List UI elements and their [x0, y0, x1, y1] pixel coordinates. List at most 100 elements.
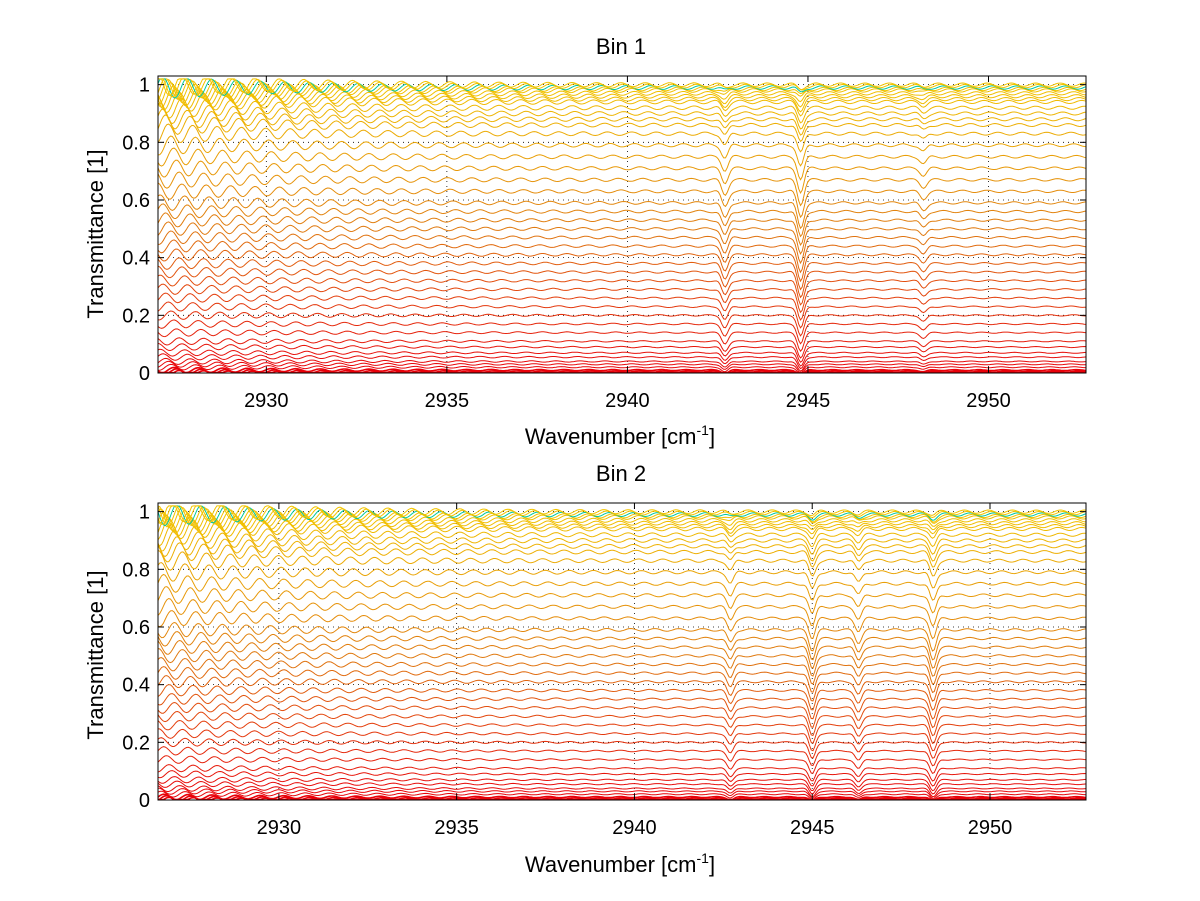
y-ticks: 0 0.2 0.4 0.6 0.8 1 [122, 502, 1086, 812]
series-line [157, 239, 1087, 274]
series-line [157, 292, 1087, 321]
x-tick-label: 2930 [244, 390, 289, 412]
series-line [157, 353, 1087, 370]
series-line [157, 85, 1087, 108]
y-tick-label: 0.8 [122, 559, 150, 581]
series-line [157, 610, 1086, 640]
series-line [157, 780, 1087, 795]
series-line [157, 363, 1087, 374]
series-line [157, 693, 1087, 720]
y-tick-label: 1 [139, 502, 150, 524]
y-axis-label: Transmittance [1] [83, 149, 108, 318]
x-tick-label: 2945 [790, 817, 835, 839]
x-axis-label: Wavenumber [cm-1] [525, 422, 715, 449]
series-line [157, 328, 1087, 352]
series-line [157, 257, 1087, 291]
series-line [158, 310, 1087, 337]
y-tick-label: 0.6 [122, 190, 150, 212]
series-line [157, 182, 1086, 219]
x-tick-label: 2950 [966, 390, 1011, 412]
x-ticks: 2930 2935 2940 2945 2950 [244, 76, 1011, 412]
x-axis-label-main: Wavenumber [cm [525, 424, 697, 449]
series-line [157, 746, 1087, 767]
series-line [157, 524, 1087, 548]
series-line [157, 710, 1087, 737]
series-line [157, 283, 1087, 314]
series-line [157, 550, 1087, 577]
series-line [157, 597, 1087, 627]
series-line [157, 265, 1087, 299]
series-line [157, 639, 1087, 669]
series-line [157, 147, 1087, 181]
series-line [157, 357, 1087, 372]
series-line [157, 114, 1087, 143]
series-line [157, 621, 1087, 652]
series-line [157, 230, 1087, 265]
series-line [157, 82, 1087, 106]
x-tick-label: 2935 [425, 390, 470, 412]
series-line [157, 675, 1087, 702]
x-axis-label-close: ] [709, 424, 715, 449]
x-tick-label: 2930 [257, 817, 302, 839]
series-line [157, 536, 1087, 562]
chart-title: Bin 2 [596, 461, 646, 486]
series-line [157, 88, 1087, 113]
series-line [157, 274, 1087, 306]
series-line [157, 337, 1087, 359]
series-line [157, 517, 1087, 541]
series-line [157, 684, 1087, 711]
x-ticks: 2930 2935 2940 2945 2950 [257, 503, 1013, 839]
x-axis-label-close: ] [709, 852, 715, 877]
series-line [157, 562, 1087, 589]
panel-bin-1: Bin 1 Transmittance [1] Wavenumber [cm-1… [83, 34, 1087, 449]
plot-frame [157, 75, 1087, 374]
x-axis-label-main: Wavenumber [cm [525, 852, 697, 877]
series-line [157, 319, 1087, 345]
series-line [157, 342, 1087, 363]
series-line [157, 785, 1087, 798]
series-line [157, 102, 1087, 130]
series-line [158, 78, 1087, 96]
series-line [157, 719, 1087, 744]
plot-frame [157, 502, 1087, 801]
y-tick-label: 0.4 [122, 675, 150, 697]
series-line [158, 78, 1087, 98]
series-line [157, 728, 1087, 752]
series-line [157, 573, 1087, 601]
series-line [157, 360, 1087, 374]
x-tick-label: 2950 [968, 817, 1013, 839]
series-line [157, 737, 1087, 759]
y-tick-label: 0.2 [122, 305, 150, 327]
series-line [157, 787, 1087, 799]
series-line [157, 530, 1087, 555]
series-line [157, 348, 1087, 367]
series-line [157, 212, 1087, 246]
series-line [157, 123, 1087, 153]
x-tick-label: 2940 [612, 817, 657, 839]
chart-title: Bin 1 [596, 34, 646, 59]
series-line [157, 586, 1087, 614]
series-line [157, 776, 1087, 792]
y-tick-label: 0 [139, 363, 150, 385]
series-line [157, 755, 1087, 775]
series-line [157, 171, 1087, 207]
y-axis-label: Transmittance [1] [83, 570, 108, 739]
series-line [157, 248, 1087, 283]
y-tick-label: 1 [139, 75, 150, 97]
series-line [157, 366, 1087, 374]
series-line [157, 108, 1087, 136]
series-group [157, 505, 1087, 801]
series-line [157, 701, 1087, 729]
x-tick-label: 2945 [786, 390, 831, 412]
x-tick-label: 2940 [605, 390, 650, 412]
y-tick-label: 0.6 [122, 617, 150, 639]
series-line [157, 666, 1087, 694]
series-line [157, 96, 1087, 124]
series-line [157, 159, 1087, 194]
series-line [157, 505, 1087, 528]
series-line [157, 221, 1087, 255]
x-axis-label-exponent: -1 [697, 850, 710, 866]
series-line [157, 203, 1087, 238]
